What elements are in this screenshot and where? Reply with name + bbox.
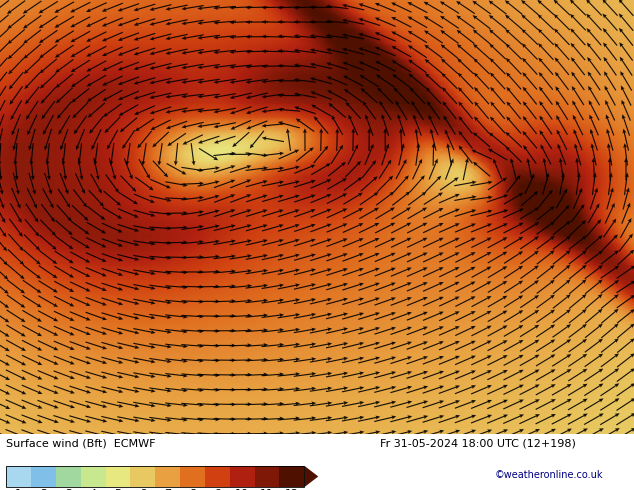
Text: 1: 1	[15, 489, 22, 490]
Text: 4: 4	[89, 489, 97, 490]
Bar	[56, 466, 81, 487]
Text: 2: 2	[40, 489, 47, 490]
Text: ©weatheronline.co.uk: ©weatheronline.co.uk	[495, 470, 603, 480]
Text: Surface wind (Bft)  ECMWF: Surface wind (Bft) ECMWF	[6, 438, 156, 448]
Bar	[106, 466, 131, 487]
Bar	[255, 466, 280, 487]
Bar	[81, 466, 106, 487]
Bar	[31, 466, 56, 487]
Text: 5: 5	[115, 489, 122, 490]
Text: 7: 7	[164, 489, 171, 490]
Bar	[6, 466, 304, 487]
Text: Fr 31-05-2024 18:00 UTC (12+198): Fr 31-05-2024 18:00 UTC (12+198)	[380, 438, 576, 448]
Text: 10: 10	[235, 489, 249, 490]
Text: 11: 11	[260, 489, 274, 490]
Bar	[131, 466, 155, 487]
Bar	[155, 466, 180, 487]
Text: 6: 6	[139, 489, 146, 490]
Text: 9: 9	[214, 489, 221, 490]
Polygon shape	[304, 466, 318, 487]
Bar	[180, 466, 205, 487]
Text: 8: 8	[189, 489, 196, 490]
Bar	[205, 466, 230, 487]
Bar	[6, 466, 31, 487]
Text: 3: 3	[65, 489, 72, 490]
Bar	[230, 466, 255, 487]
Bar	[280, 466, 304, 487]
Text: 12: 12	[285, 489, 299, 490]
